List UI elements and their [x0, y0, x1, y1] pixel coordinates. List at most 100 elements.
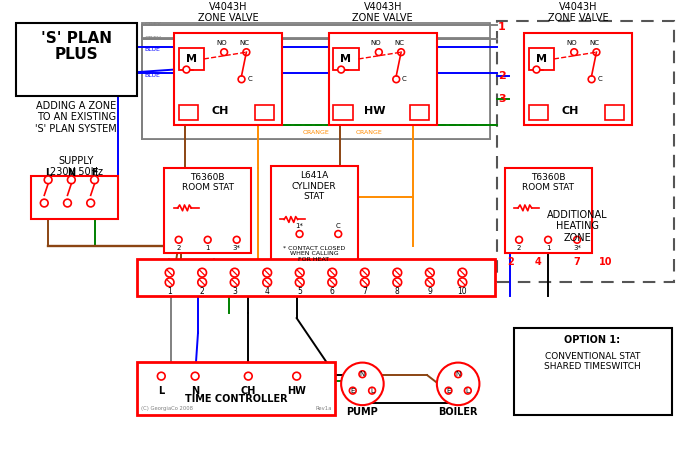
Circle shape — [243, 49, 250, 56]
Circle shape — [426, 268, 434, 277]
Circle shape — [157, 372, 165, 380]
Text: 1: 1 — [546, 244, 551, 250]
Bar — [142, 23, 490, 139]
Text: 2: 2 — [177, 244, 181, 250]
Circle shape — [328, 278, 337, 287]
Circle shape — [263, 278, 272, 287]
Bar — [524, 33, 632, 124]
Text: ORANGE: ORANGE — [356, 130, 382, 135]
Text: 3*: 3* — [233, 244, 241, 250]
Text: Rev1a: Rev1a — [315, 406, 331, 411]
Circle shape — [238, 76, 245, 83]
Bar — [174, 33, 282, 124]
Circle shape — [293, 372, 301, 380]
Circle shape — [90, 176, 99, 184]
Circle shape — [233, 236, 240, 243]
Circle shape — [445, 387, 452, 394]
Bar — [514, 328, 672, 415]
Circle shape — [341, 363, 384, 405]
Circle shape — [455, 371, 462, 378]
Bar — [328, 33, 437, 124]
Circle shape — [573, 236, 580, 243]
Text: 5: 5 — [297, 286, 302, 295]
Circle shape — [359, 371, 366, 378]
Circle shape — [198, 268, 206, 277]
Bar — [142, 38, 490, 139]
Text: NC: NC — [589, 40, 600, 46]
Text: 1: 1 — [206, 244, 210, 250]
Bar — [333, 48, 359, 70]
Text: T6360B
ROOM STAT: T6360B ROOM STAT — [522, 173, 574, 192]
Text: 6: 6 — [330, 286, 335, 295]
Text: GREY: GREY — [145, 22, 161, 27]
Text: E: E — [91, 168, 98, 178]
Text: V4043H
ZONE VALVE: V4043H ZONE VALVE — [548, 1, 609, 23]
Circle shape — [198, 278, 206, 287]
Bar — [497, 21, 673, 282]
Text: V4043H
ZONE VALVE: V4043H ZONE VALVE — [197, 1, 258, 23]
Bar — [333, 105, 353, 120]
Bar — [179, 105, 198, 120]
Text: M: M — [536, 54, 546, 64]
Text: NO: NO — [371, 40, 382, 46]
Bar — [410, 105, 429, 120]
Circle shape — [87, 199, 95, 207]
Circle shape — [544, 236, 551, 243]
Circle shape — [295, 278, 304, 287]
Text: 3: 3 — [498, 94, 506, 103]
Bar — [255, 105, 275, 120]
Bar — [164, 168, 251, 253]
Circle shape — [393, 268, 402, 277]
Text: NC: NC — [239, 40, 249, 46]
Circle shape — [230, 268, 239, 277]
Bar — [529, 105, 548, 120]
Text: TIME CONTROLLER: TIME CONTROLLER — [185, 395, 288, 404]
Bar — [31, 176, 118, 219]
Circle shape — [426, 278, 434, 287]
Text: 8: 8 — [395, 286, 400, 295]
Text: NC: NC — [394, 40, 404, 46]
Circle shape — [360, 278, 369, 287]
Text: N: N — [191, 386, 199, 395]
Circle shape — [368, 387, 375, 394]
Circle shape — [44, 176, 52, 184]
Circle shape — [166, 278, 174, 287]
Text: ORANGE: ORANGE — [303, 130, 329, 135]
Text: 3*: 3* — [573, 244, 581, 250]
Text: C: C — [247, 76, 252, 82]
Text: C: C — [402, 76, 407, 82]
Text: N: N — [67, 168, 75, 178]
Text: (C) GeorgiaCo 2008: (C) GeorgiaCo 2008 — [141, 406, 193, 411]
Text: CONVENTIONAL STAT
SHARED TIMESWITCH: CONVENTIONAL STAT SHARED TIMESWITCH — [544, 352, 641, 372]
Circle shape — [63, 199, 71, 207]
Circle shape — [41, 199, 48, 207]
Bar — [137, 362, 335, 415]
Text: ADDING A ZONE
TO AN EXISTING
'S' PLAN SYSTEM: ADDING A ZONE TO AN EXISTING 'S' PLAN SY… — [35, 101, 117, 134]
Text: L641A
CYLINDER
STAT: L641A CYLINDER STAT — [292, 171, 336, 201]
Text: * CONTACT CLOSED
WHEN CALLING
FOR HEAT: * CONTACT CLOSED WHEN CALLING FOR HEAT — [283, 246, 345, 262]
Text: 2: 2 — [507, 257, 514, 267]
Text: 9: 9 — [427, 286, 432, 295]
Text: OPTION 1:: OPTION 1: — [564, 335, 620, 344]
Circle shape — [458, 278, 466, 287]
Circle shape — [593, 49, 600, 56]
Text: 7: 7 — [362, 286, 367, 295]
Text: 10: 10 — [600, 257, 613, 267]
Text: NO: NO — [216, 40, 226, 46]
Text: C: C — [598, 76, 602, 82]
Text: PLUS: PLUS — [55, 47, 98, 62]
Circle shape — [230, 278, 239, 287]
Text: BOILER: BOILER — [438, 407, 478, 417]
Circle shape — [328, 268, 337, 277]
Circle shape — [295, 268, 304, 277]
Text: CH: CH — [212, 106, 229, 116]
Circle shape — [397, 49, 404, 56]
Text: 4: 4 — [265, 286, 270, 295]
Bar — [137, 259, 495, 296]
Text: M: M — [340, 54, 351, 64]
Circle shape — [68, 176, 75, 184]
Text: L: L — [466, 388, 470, 394]
Text: HW: HW — [287, 386, 306, 395]
Text: 3: 3 — [233, 286, 237, 295]
Circle shape — [393, 278, 402, 287]
